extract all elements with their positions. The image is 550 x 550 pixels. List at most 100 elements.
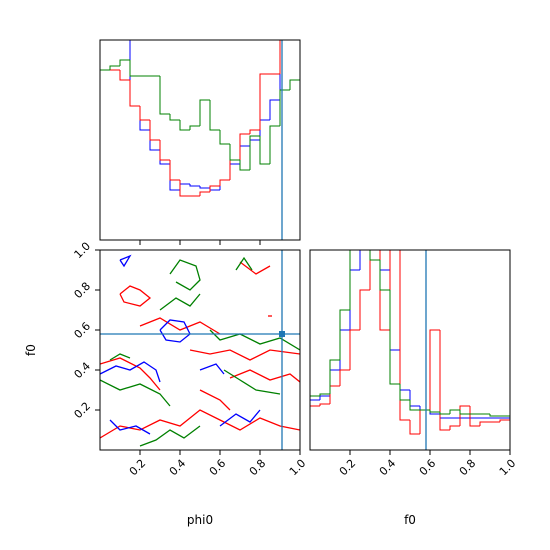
histogram-step [310, 399, 320, 450]
contour-line [100, 379, 171, 407]
plot-area [310, 230, 510, 450]
histogram-step [229, 163, 240, 180]
contour-line [159, 293, 201, 311]
histogram-step [229, 159, 240, 180]
histogram-step [389, 250, 391, 330]
histogram-step [319, 403, 330, 406]
histogram-step [429, 410, 440, 413]
histogram-step [209, 100, 220, 131]
histogram-step [119, 59, 130, 66]
histogram-step [409, 400, 420, 411]
histogram-step [159, 76, 170, 115]
x-tick-label: 0.6 [207, 457, 229, 479]
histogram-step [319, 395, 330, 400]
histogram-step [409, 390, 420, 407]
histogram-step [219, 179, 230, 186]
histogram-step [399, 250, 410, 421]
histogram-step [279, 40, 281, 74]
x-axis-label: f0 [404, 513, 416, 527]
histogram-step [239, 145, 250, 164]
contour-line [119, 254, 132, 268]
histogram-step [349, 250, 360, 310]
contour-line [139, 317, 221, 335]
histogram-step [239, 133, 250, 160]
contour-line [159, 319, 191, 343]
x-tick-label: 0.6 [417, 457, 439, 479]
histogram-step [500, 417, 510, 450]
contour-line [100, 357, 161, 391]
panel-frame [99, 249, 301, 451]
histogram-step [329, 385, 340, 404]
histogram-step [359, 250, 361, 270]
histogram-step [449, 425, 460, 430]
histogram-step [389, 270, 400, 351]
x-tick-label: 0.4 [167, 457, 189, 479]
x-tick-label: 0.2 [337, 457, 359, 479]
histogram-step [459, 405, 470, 426]
y-axis-label: f0 [24, 344, 38, 356]
histogram-step [269, 99, 280, 120]
histogram-step [379, 260, 390, 291]
histogram-step [299, 40, 300, 240]
y-tick-label: 0.2 [72, 400, 94, 422]
histogram-step [409, 420, 420, 435]
histogram-step [379, 250, 390, 331]
histogram-step [119, 70, 130, 81]
histogram-step [129, 80, 140, 107]
contour-line [229, 369, 300, 383]
histogram-step [360, 230, 370, 250]
contour-line [100, 409, 300, 439]
y-tick-label: 0.6 [72, 320, 94, 342]
contour-line [223, 369, 281, 395]
histogram-step [499, 419, 510, 450]
histogram-step [419, 409, 430, 434]
y-tick-label: 0.8 [72, 280, 94, 302]
histogram-step [249, 129, 260, 134]
histogram-step [129, 60, 140, 77]
x-tick-label: 0.2 [127, 457, 149, 479]
histogram-step [179, 183, 190, 190]
histogram-step [329, 369, 340, 396]
histogram-step [129, 40, 140, 107]
x-tick-label: 0.4 [377, 457, 399, 479]
histogram-step [419, 406, 430, 411]
histogram-step [369, 250, 371, 290]
y-tick-label: 1.0 [72, 240, 94, 262]
histogram-step [369, 250, 380, 261]
contour-line [235, 256, 253, 271]
contour-line [109, 419, 151, 435]
histogram-step [219, 130, 230, 145]
histogram-step [100, 69, 110, 240]
x-tick-label: 1.0 [497, 457, 519, 479]
histogram-step [469, 406, 480, 427]
histogram-step [500, 415, 510, 450]
histogram-step [310, 405, 320, 450]
histogram-step [259, 119, 270, 140]
histogram-step [159, 150, 170, 165]
histogram-step [169, 114, 180, 121]
histogram-step [189, 125, 200, 130]
histogram-step [149, 120, 160, 141]
contour-line [139, 425, 201, 447]
histogram-step [139, 106, 150, 131]
panel-frame [99, 39, 301, 241]
histogram-step [219, 179, 230, 190]
y-tick-label: 0.4 [72, 360, 94, 382]
contour-line [109, 353, 131, 361]
histogram-step [269, 125, 280, 164]
plot-area [100, 40, 300, 240]
histogram-step [479, 421, 490, 426]
histogram-step [159, 140, 170, 161]
panel-frame [309, 249, 511, 451]
histogram-step [349, 329, 360, 370]
histogram-step [349, 269, 360, 330]
histogram-step [199, 99, 210, 126]
contour-line [100, 361, 161, 383]
histogram-step [339, 309, 350, 360]
histogram-step [439, 412, 450, 415]
histogram-step [389, 290, 400, 385]
x-tick-label: 1.0 [287, 457, 309, 479]
histogram-step [189, 184, 200, 187]
truth-point [279, 331, 285, 337]
histogram-step [179, 120, 190, 131]
